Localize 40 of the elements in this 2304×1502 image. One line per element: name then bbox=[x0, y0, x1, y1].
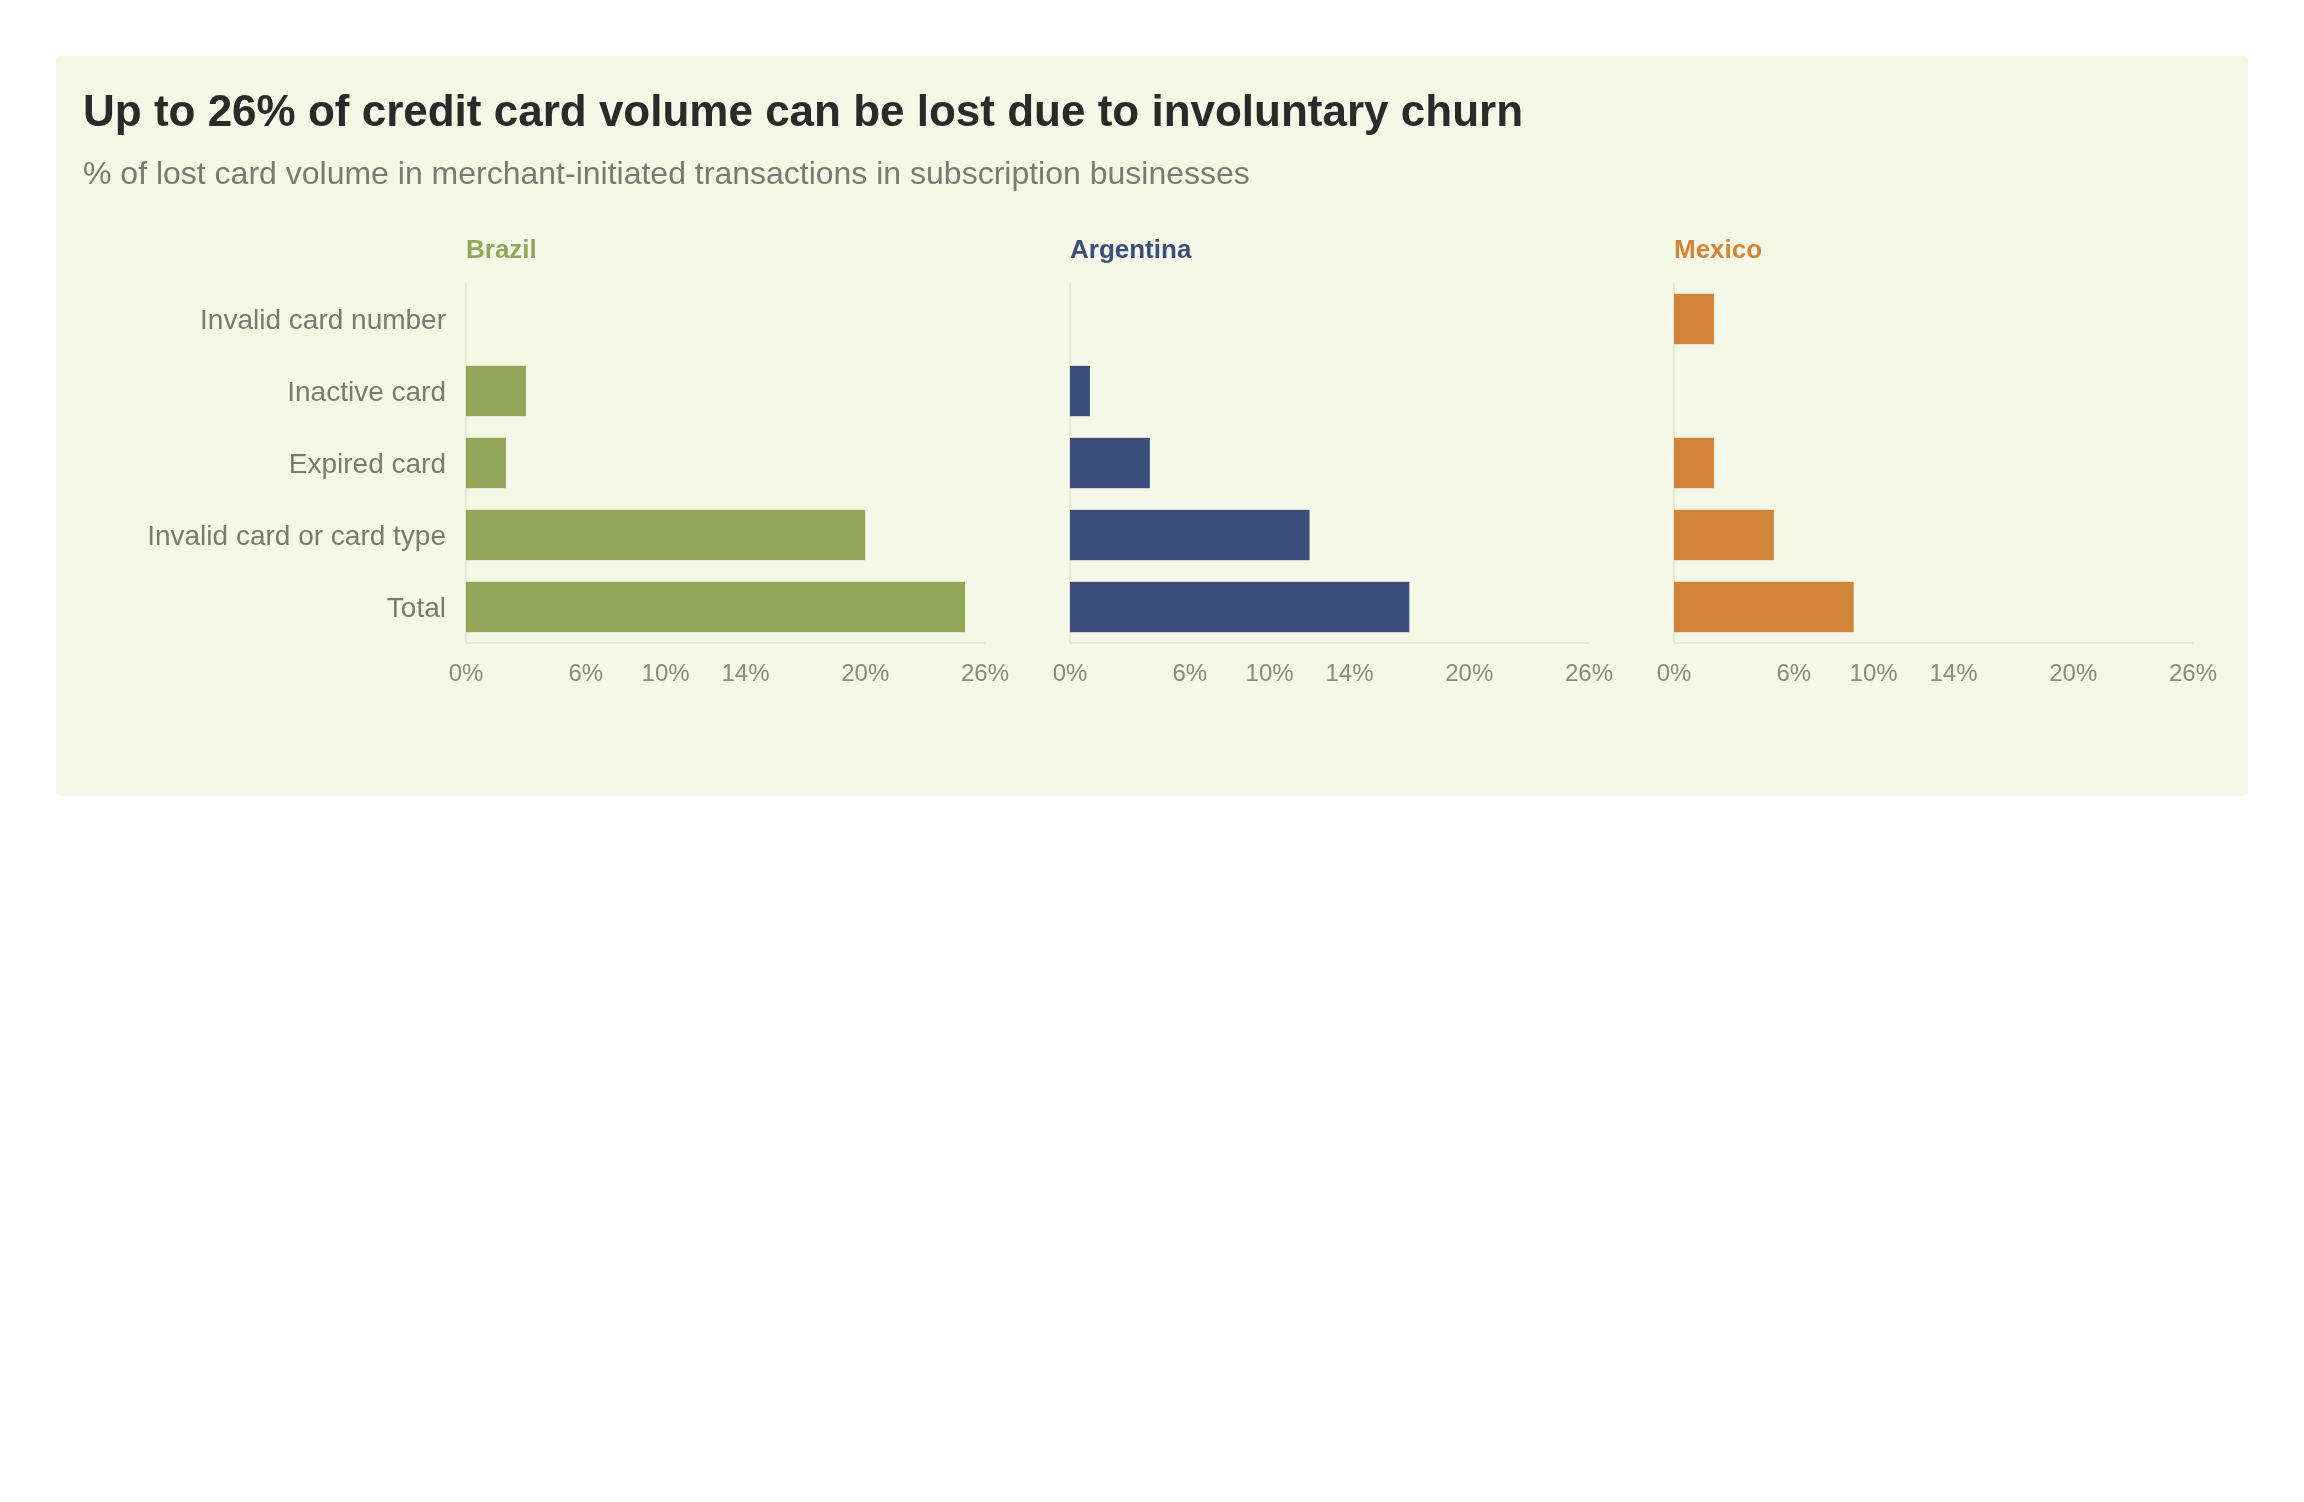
x-tick-label: 14% bbox=[1325, 659, 1374, 687]
x-tick-label: 26% bbox=[960, 659, 1010, 687]
bar bbox=[1070, 437, 1150, 489]
bar bbox=[466, 437, 506, 489]
x-tick-label: 0% bbox=[1656, 659, 1692, 687]
y-tick-label: Total bbox=[386, 591, 446, 623]
x-tick-label: 26% bbox=[1564, 659, 1614, 687]
bar bbox=[1070, 509, 1310, 561]
text: Brazil bbox=[466, 234, 537, 264]
bar bbox=[1674, 293, 1714, 345]
x-tick-label: 20% bbox=[1445, 659, 1494, 687]
bar bbox=[1674, 509, 1774, 561]
bar bbox=[1070, 365, 1090, 417]
y-tick-label: Invalid card number bbox=[200, 303, 446, 335]
bar bbox=[466, 365, 526, 417]
y-tick-label: Expired card bbox=[288, 447, 446, 479]
x-tick-label: 10% bbox=[641, 659, 690, 687]
bar bbox=[1674, 581, 1854, 633]
x-tick-label: 20% bbox=[841, 659, 890, 687]
x-tick-label: 10% bbox=[1245, 659, 1294, 687]
y-tick-label: Invalid card or card type bbox=[147, 519, 446, 551]
x-tick-label: 0% bbox=[448, 659, 484, 687]
chart-title: Up to 26% of credit card volume can be lost due to involuntary churn bbox=[83, 86, 1524, 135]
series-label: Mexico bbox=[1674, 234, 1763, 264]
bar bbox=[1070, 581, 1410, 633]
x-tick-label: 6% bbox=[1172, 659, 1208, 687]
x-tick-label: 6% bbox=[568, 659, 604, 687]
x-tick-label: 6% bbox=[1776, 659, 1812, 687]
chart-subtitle: % of lost card volume in merchant-initiated transactions in subscription businesses bbox=[83, 155, 1250, 191]
x-tick-label: 14% bbox=[721, 659, 770, 687]
x-tick-label: 20% bbox=[2049, 659, 2098, 687]
bar bbox=[466, 581, 966, 633]
bar bbox=[466, 509, 866, 561]
x-tick-label: 0% bbox=[1052, 659, 1088, 687]
x-tick-label: 10% bbox=[1849, 659, 1898, 687]
text: Argentina bbox=[1070, 234, 1192, 264]
bar bbox=[1674, 437, 1714, 489]
x-tick-label: 26% bbox=[2168, 659, 2218, 687]
x-tick-label: 14% bbox=[1929, 659, 1978, 687]
y-tick-label: Inactive card bbox=[287, 375, 446, 407]
